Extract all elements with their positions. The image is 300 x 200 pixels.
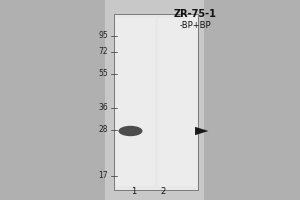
Text: 72: 72 xyxy=(98,47,108,56)
Text: 95: 95 xyxy=(98,31,108,40)
Bar xyxy=(114,14,198,190)
Ellipse shape xyxy=(118,126,142,136)
Text: -BP+BP: -BP+BP xyxy=(179,21,211,30)
Text: 17: 17 xyxy=(98,171,108,180)
Text: 36: 36 xyxy=(98,104,108,112)
Bar xyxy=(116,18,154,186)
Text: ZR-75-1: ZR-75-1 xyxy=(174,9,216,19)
Bar xyxy=(204,0,300,200)
Bar xyxy=(158,18,196,186)
Bar xyxy=(0,0,105,200)
Text: 1: 1 xyxy=(131,187,136,196)
Polygon shape xyxy=(195,127,208,135)
Text: 2: 2 xyxy=(161,187,166,196)
Text: 55: 55 xyxy=(98,70,108,78)
Text: 28: 28 xyxy=(98,126,108,134)
